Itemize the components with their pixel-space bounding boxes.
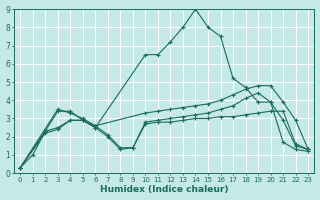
X-axis label: Humidex (Indice chaleur): Humidex (Indice chaleur) [100, 185, 228, 194]
